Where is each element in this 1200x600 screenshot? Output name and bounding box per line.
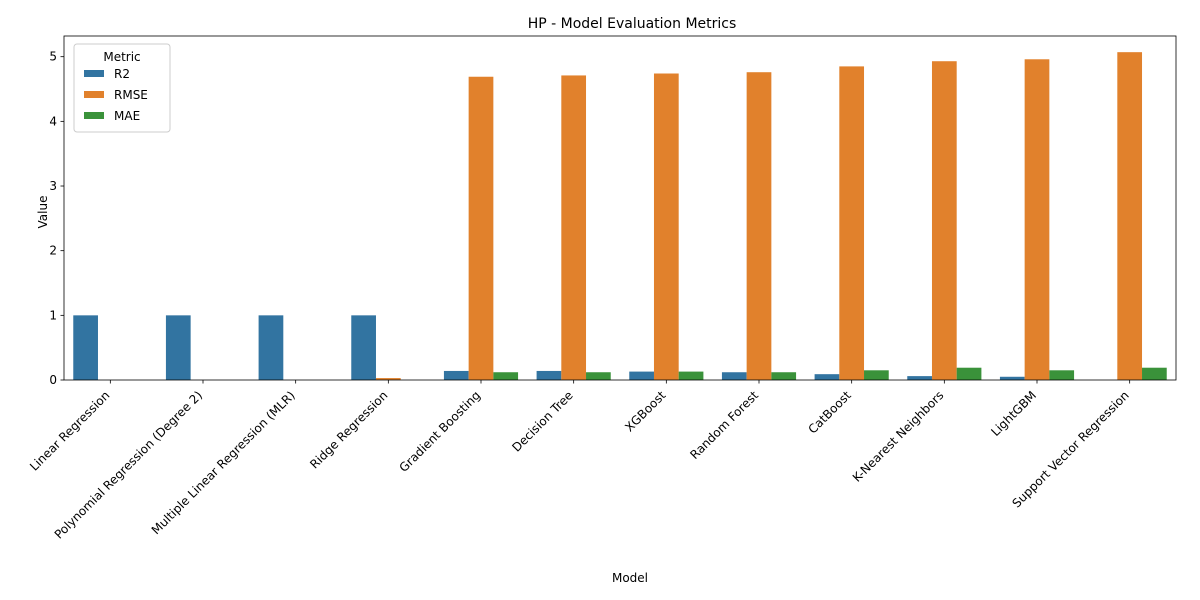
bar-r2-1 xyxy=(165,315,191,380)
bar-rmse-10 xyxy=(1024,59,1050,380)
y-tick-label: 4 xyxy=(49,114,57,128)
bar-r2-5 xyxy=(536,370,562,380)
bar-r2-4 xyxy=(443,370,469,380)
bar-rmse-4 xyxy=(468,76,494,381)
bar-r2-6 xyxy=(629,371,654,380)
bar-mae-7 xyxy=(771,372,797,380)
bar-mae-9 xyxy=(956,367,982,380)
bar-mae-11 xyxy=(1142,367,1167,380)
legend-label-rmse: RMSE xyxy=(114,88,148,102)
bar-mae-5 xyxy=(586,372,611,380)
y-tick-label: 2 xyxy=(49,244,57,258)
plot-frame xyxy=(63,35,1177,381)
bar-rmse-8 xyxy=(839,66,865,380)
bar-r2-3 xyxy=(351,315,376,380)
bar-r2-9 xyxy=(907,376,932,380)
x-tick-label: LightGBM xyxy=(988,388,1039,439)
x-tick-label: K-Nearest Neighbors xyxy=(850,388,947,485)
x-tick-label: Decision Tree xyxy=(509,388,575,454)
legend-swatch-r2 xyxy=(84,70,104,77)
bar-r2-2 xyxy=(258,315,284,380)
legend-label-r2: R2 xyxy=(114,67,130,81)
bar-r2-7 xyxy=(721,372,747,380)
x-tick-label: Polynomial Regression (Degree 2) xyxy=(52,388,205,541)
bar-rmse-5 xyxy=(561,75,587,380)
legend-title: Metric xyxy=(103,50,140,64)
y-axis: 0 1 2 3 4 5 xyxy=(49,50,64,387)
x-tick-label: Linear Regression xyxy=(27,388,112,473)
bar-rmse-7 xyxy=(746,72,772,381)
y-axis-label: Value xyxy=(36,196,50,229)
x-tick-label: CatBoost xyxy=(805,388,854,437)
bar-rmse-9 xyxy=(931,61,957,380)
bar-r2-8 xyxy=(814,374,840,380)
bar-mae-6 xyxy=(678,371,704,380)
bar-mae-4 xyxy=(493,372,519,380)
x-axis-label: Model xyxy=(612,571,648,585)
chart-title: HP - Model Evaluation Metrics xyxy=(528,16,737,32)
legend: Metric R2 RMSE MAE xyxy=(73,43,171,133)
y-tick-label: 0 xyxy=(49,373,57,387)
bar-mae-8 xyxy=(864,370,889,380)
legend-label-mae: MAE xyxy=(114,109,140,123)
x-tick-label: Random Forest xyxy=(687,388,761,462)
y-tick-label: 5 xyxy=(49,50,57,64)
plot-area xyxy=(63,35,1177,381)
bar-r2-0 xyxy=(73,315,98,380)
bar-mae-10 xyxy=(1049,370,1075,380)
y-tick-label: 1 xyxy=(49,308,57,322)
x-tick-label: Ridge Regression xyxy=(307,388,390,471)
legend-swatch-rmse xyxy=(84,91,104,98)
x-tick-label: XGBoost xyxy=(622,388,668,434)
x-tick-label: Gradient Boosting xyxy=(397,388,484,475)
bar-r2-10 xyxy=(999,376,1025,380)
bar-rmse-11 xyxy=(1117,52,1143,381)
x-tick-label: Multiple Linear Regression (MLR) xyxy=(149,388,298,537)
bar-rmse-3 xyxy=(375,378,401,380)
legend-box xyxy=(73,43,171,133)
bar-rmse-6 xyxy=(653,73,679,380)
y-tick-label: 3 xyxy=(49,179,57,193)
legend-swatch-mae xyxy=(84,112,104,119)
